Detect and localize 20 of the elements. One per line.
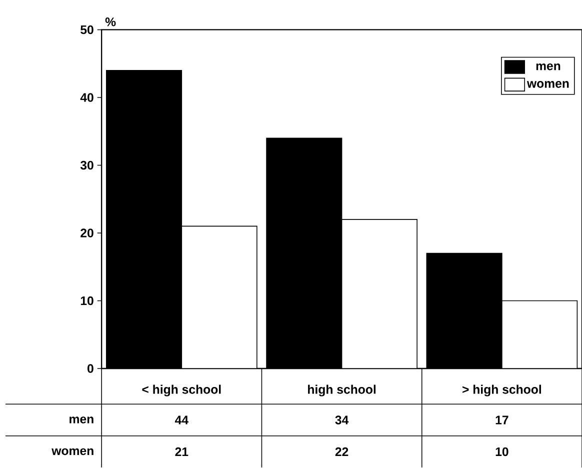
legend-label: men [536,63,560,70]
data-label: 44 [174,416,188,424]
x-tick-label: < high school [142,384,221,396]
data-label: 22 [335,447,348,456]
text: men [70,416,94,424]
y-tick-label: 10 [80,296,94,305]
x-tick-label: > high school [462,384,541,396]
y-tick-label: 0 [88,364,94,373]
legend-label: women [526,80,569,88]
y-tick-label: 20 [80,228,94,238]
x-tick-label: high school [308,384,376,396]
text: women [52,448,94,455]
y-tick-label: 40 [80,92,94,102]
y-tick-label: 30 [80,160,94,170]
data-label: 17 [496,416,508,424]
data-label: 34 [335,415,349,424]
data-label: 10 [496,447,508,456]
y-axis-title: % [105,17,116,26]
data-label: 21 [175,447,188,456]
y-tick-label: 50 [80,25,94,34]
